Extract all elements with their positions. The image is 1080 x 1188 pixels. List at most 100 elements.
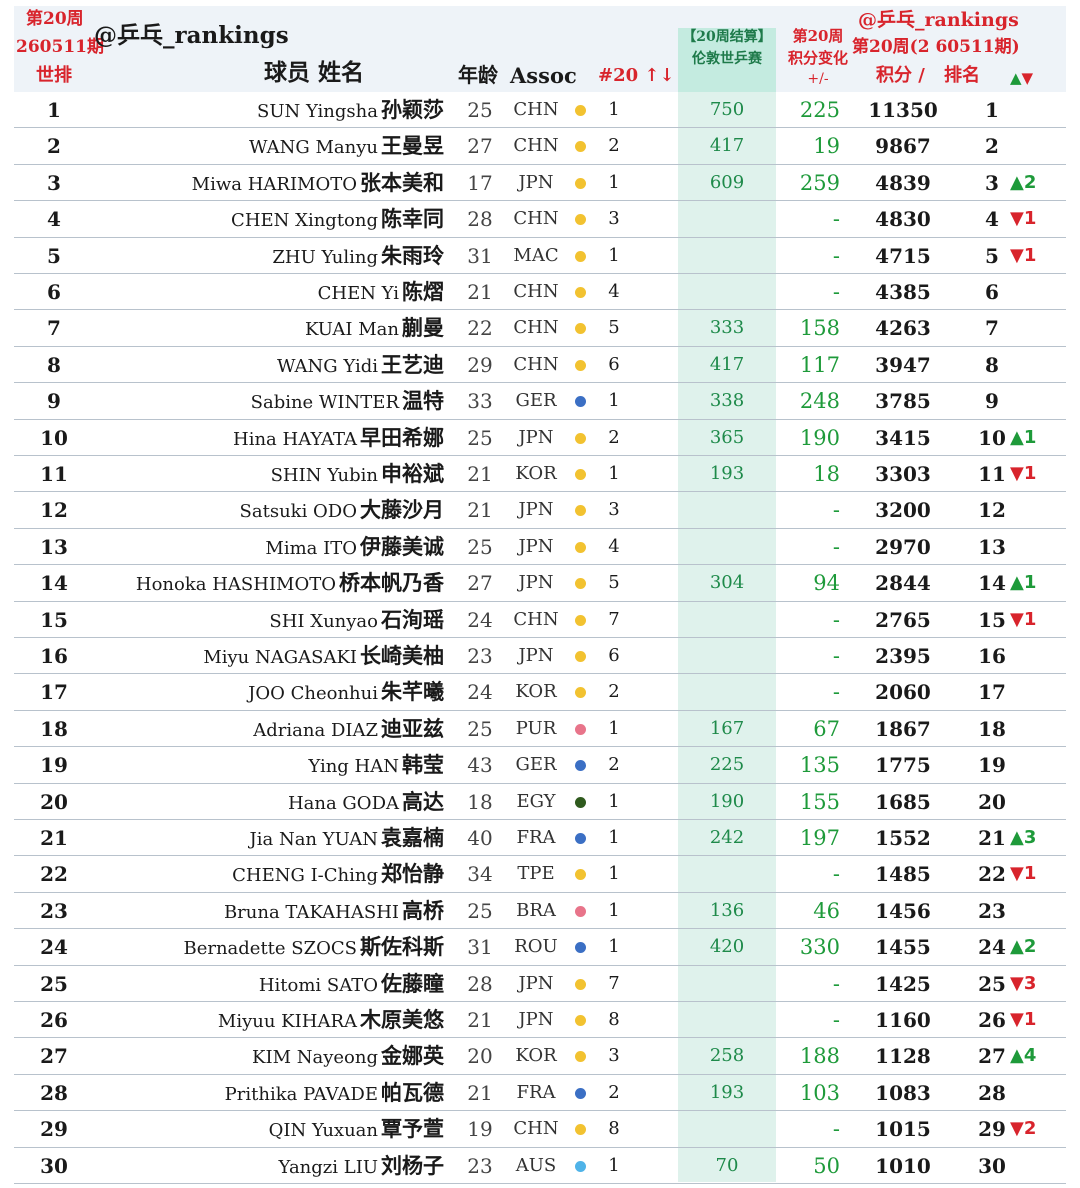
rank-movement xyxy=(1010,310,1060,346)
rank-movement xyxy=(1010,1148,1060,1184)
player-name: Bernadette SZOCS 斯佐科斯 xyxy=(84,929,444,965)
current-rank: 20 xyxy=(978,789,1006,814)
event-points: 417 xyxy=(709,135,745,157)
player-name-en: Ying HAN xyxy=(308,756,399,778)
current-rank: 28 xyxy=(978,1080,1006,1105)
assoc-rank: 5 xyxy=(608,317,620,339)
event-points: 225 xyxy=(709,754,745,776)
player-name-en: Hana GODA xyxy=(287,792,399,814)
player-age: 25 xyxy=(467,534,493,559)
points-change: 67 xyxy=(813,716,840,741)
player-name: CHEN Xingtong 陈幸同 xyxy=(84,201,444,237)
current-rank: 14 xyxy=(978,571,1006,596)
event-points xyxy=(678,1111,776,1147)
player-assoc: JPN xyxy=(518,426,554,448)
player-name-en: Adriana DIAZ xyxy=(253,719,378,741)
table-row: 6 CHEN Yi 陈熠 21 CHN 4 - 4385 6 xyxy=(14,274,1066,311)
player-assoc: KOR xyxy=(515,463,557,484)
world-rank: 6 xyxy=(47,280,61,304)
player-age: 22 xyxy=(467,316,493,341)
world-rank: 25 xyxy=(40,971,68,996)
current-rank: 19 xyxy=(978,753,1006,778)
player-age: 20 xyxy=(467,1044,493,1069)
player-name-zh: 高达 xyxy=(402,789,444,814)
continent-dot xyxy=(575,1087,586,1099)
player-assoc: CHN xyxy=(513,353,559,375)
total-points: 4385 xyxy=(875,280,931,304)
rank-movement xyxy=(1010,893,1060,929)
world-rank: 11 xyxy=(40,462,68,486)
assoc-rank: 7 xyxy=(608,608,620,630)
assoc-rank: 1 xyxy=(608,244,620,266)
points-change: - xyxy=(832,1117,840,1142)
player-age: 31 xyxy=(467,243,493,268)
player-name-en: WANG Manyu xyxy=(249,137,378,159)
assoc-rank: 2 xyxy=(608,754,620,776)
period-label: 260511期 xyxy=(16,37,104,57)
continent-dot xyxy=(575,323,586,335)
player-name-zh: 孙颖莎 xyxy=(381,98,444,122)
player-assoc: JPN xyxy=(518,499,554,521)
world-rank: 20 xyxy=(40,789,68,814)
table-row: 26 Miyuu KIHARA 木原美悠 21 JPN 8-1160 26 ▼1 xyxy=(14,1002,1066,1039)
event-points: 70 xyxy=(715,1154,739,1176)
player-name: Yangzi LIU 刘杨子 xyxy=(84,1148,444,1184)
player-assoc: GER xyxy=(515,754,557,776)
player-name-zh: 温特 xyxy=(402,389,444,414)
total-points: 4263 xyxy=(875,316,931,341)
continent-dot xyxy=(575,905,586,917)
assoc-rank-header: #20 ↑↓ xyxy=(598,65,675,86)
points-change: 103 xyxy=(799,1080,840,1105)
age-header: 年龄 xyxy=(458,63,498,87)
current-rank: 29 xyxy=(978,1117,1006,1142)
rank-movement: ▼1 xyxy=(1010,208,1037,230)
assoc-rank: 5 xyxy=(608,572,620,594)
total-points: 1015 xyxy=(875,1117,931,1142)
continent-dot xyxy=(575,541,586,553)
total-points: 2060 xyxy=(875,680,931,705)
continent-dot xyxy=(575,214,586,226)
total-points: 2395 xyxy=(875,644,931,668)
player-name-zh: 蒯曼 xyxy=(402,316,444,341)
rank-movement: ▼2 xyxy=(1010,1118,1037,1140)
table-row: 23 Bruna TAKAHASHI 高桥 25 BRA 1 136 46 1456 23 xyxy=(14,893,1066,930)
assoc-rank: 1 xyxy=(608,99,620,120)
player-age: 21 xyxy=(467,1080,493,1105)
event-points xyxy=(678,1002,776,1038)
player-name-header: 球员 姓名 xyxy=(264,59,365,86)
total-points: 1160 xyxy=(875,1008,931,1032)
player-name: Prithika PAVADE 帕瓦德 xyxy=(84,1075,444,1111)
player-name-zh: 帕瓦德 xyxy=(381,1080,444,1105)
rank-movement: ▼1 xyxy=(1010,1009,1037,1030)
event-points xyxy=(678,856,776,892)
continent-dot xyxy=(575,651,586,662)
player-age: 27 xyxy=(467,571,493,596)
player-age: 40 xyxy=(467,826,493,850)
player-name-en: Satsuki ODO xyxy=(239,501,357,523)
player-name-zh: 石洵瑶 xyxy=(381,607,444,632)
continent-dot xyxy=(575,942,586,954)
event-points: 609 xyxy=(709,171,745,193)
total-points: 1685 xyxy=(875,789,931,814)
change-header-line3: +/- xyxy=(807,71,829,87)
player-name-zh: 袁嘉楠 xyxy=(381,826,444,850)
points-change: 18 xyxy=(813,462,840,486)
assoc-rank: 7 xyxy=(608,972,620,994)
player-name: Mima ITO 伊藤美诚 xyxy=(84,529,444,565)
handle-title: @乒乓_rankings xyxy=(94,22,289,49)
player-age: 21 xyxy=(467,280,493,304)
player-name-zh: 刘杨子 xyxy=(381,1153,444,1178)
continent-dot xyxy=(575,396,586,408)
world-rank: 27 xyxy=(40,1044,68,1069)
table-row: 28 Prithika PAVADE 帕瓦德 21 FRA 2 193 103 1083 28 xyxy=(14,1075,1066,1112)
player-assoc: KOR xyxy=(515,1045,557,1067)
player-name-zh: 郑怡静 xyxy=(381,862,444,887)
rank-header: 排名 xyxy=(944,65,980,86)
world-rank: 8 xyxy=(47,352,61,377)
player-age: 28 xyxy=(467,207,493,232)
player-name: CHEN Yi 陈熠 xyxy=(84,274,444,310)
assoc-rank: 8 xyxy=(608,1009,620,1030)
continent-dot xyxy=(575,1160,586,1172)
points-change: 259 xyxy=(799,170,840,195)
arrows-header: ▲▼ xyxy=(1010,69,1034,87)
